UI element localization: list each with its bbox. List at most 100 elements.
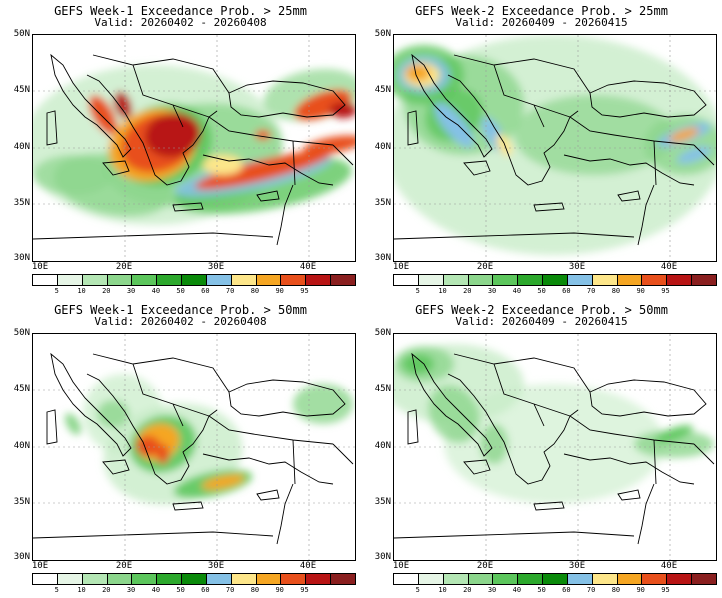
colorbar-tick-label: 80 <box>250 586 260 594</box>
probability-field <box>394 334 716 560</box>
colorbar-tick-label: 50 <box>537 287 546 295</box>
colorbar-tick-label: 20 <box>463 287 472 295</box>
longitude-label: 10E <box>392 561 410 571</box>
probability-contour <box>402 354 434 374</box>
colorbar-tick-label: 20 <box>102 287 111 295</box>
coastline-border <box>33 483 294 545</box>
colorbar-tick-label: 40 <box>512 287 522 295</box>
probability-contour <box>294 89 352 121</box>
colorbar-swatch <box>57 275 83 285</box>
latitude-label: 50N <box>374 29 391 39</box>
probability-contour <box>97 400 129 428</box>
colorbar-swatch <box>206 275 232 285</box>
longitude-label: 30E <box>568 262 586 272</box>
colorbar-swatch <box>281 574 307 584</box>
colorbar-swatch <box>543 275 568 285</box>
colorbar-swatch <box>394 574 419 584</box>
colorbar-swatch <box>331 275 355 285</box>
latitude-label: 40N <box>374 142 391 152</box>
map-panel: GEFS Week-1 Exceedance Prob. > 25mm Valid… <box>0 0 361 299</box>
latitude-label: 35N <box>374 198 391 208</box>
longitude-label: 30E <box>207 561 225 571</box>
coastline-border <box>202 154 334 186</box>
probability-contour <box>428 385 480 443</box>
colorbar-tick-label: 30 <box>126 287 136 295</box>
colorbar-swatch <box>256 275 282 285</box>
colorbar-tick-label: 95 <box>300 586 309 594</box>
colorbar-swatch <box>567 275 593 285</box>
colorbar-swatch <box>57 574 83 584</box>
colorbar-swatch <box>132 574 158 584</box>
colorbar-tick-label: 5 <box>415 287 420 295</box>
latitude-label: 30N <box>374 253 391 263</box>
probability-contour <box>114 91 132 119</box>
colorbar-swatch <box>567 574 593 584</box>
latitude-label: 30N <box>374 552 391 562</box>
colorbar-swatch <box>182 574 207 584</box>
probability-contour <box>255 130 271 140</box>
coastline-border <box>172 501 204 511</box>
coastline-border <box>46 409 58 445</box>
longitude-label: 10E <box>392 262 410 272</box>
colorbar-swatch <box>206 574 232 584</box>
coastline-border <box>228 379 346 417</box>
colorbar-tick-label: 60 <box>562 287 571 295</box>
longitude-label: 40E <box>660 262 678 272</box>
colorbar-swatch <box>518 574 544 584</box>
colorbar-swatch <box>592 275 618 285</box>
coastline-border <box>447 74 579 186</box>
colorbar-swatch <box>642 275 668 285</box>
coastline-border <box>256 489 280 501</box>
probability-contour <box>195 150 331 190</box>
coastline-border <box>589 80 707 118</box>
colorbar-tick-label: 5 <box>54 586 59 594</box>
colorbar-swatch <box>231 574 257 584</box>
coastline-border <box>563 453 695 485</box>
colorbar <box>32 573 356 585</box>
coastline-border <box>394 483 655 545</box>
colorbar-tick-label: 95 <box>661 586 670 594</box>
colorbar-swatch <box>667 574 693 584</box>
coastline-border <box>92 353 354 485</box>
longitude-label: 30E <box>207 262 225 272</box>
latitude-label: 35N <box>13 198 30 208</box>
coastline-border <box>202 453 334 485</box>
longitude-label: 40E <box>299 262 317 272</box>
colorbar-tick-label: 20 <box>102 586 111 594</box>
latitude-label: 35N <box>374 497 391 507</box>
colorbar-tick-label: 90 <box>636 586 645 594</box>
probability-contour <box>676 146 712 164</box>
colorbar-tick-label: 5 <box>54 287 59 295</box>
colorbar-tick-label: 40 <box>151 586 161 594</box>
latitude-label: 50N <box>13 29 30 39</box>
panel-valid-dates: Valid: 20260409 - 20260415 <box>455 315 628 328</box>
colorbar-tick-label: 5 <box>415 586 420 594</box>
colorbar-swatch <box>543 574 568 584</box>
latitude-label: 45N <box>374 85 391 95</box>
colorbar-tick-label: 30 <box>487 287 497 295</box>
colorbar-tick-label: 60 <box>562 586 571 594</box>
colorbar-tick-label: 90 <box>275 586 284 594</box>
latitude-label: 45N <box>13 85 30 95</box>
colorbar-swatch <box>642 574 668 584</box>
latitude-label: 40N <box>374 441 391 451</box>
colorbar-tick-label: 90 <box>636 287 645 295</box>
colorbar-swatch <box>182 275 207 285</box>
probability-contour <box>203 155 243 175</box>
colorbar-swatch <box>493 275 519 285</box>
colorbar-swatch <box>617 275 643 285</box>
longitude-label: 20E <box>476 561 494 571</box>
colorbar-tick-label: 80 <box>611 287 621 295</box>
colorbar-swatch <box>418 574 444 584</box>
coastline-border <box>447 373 579 485</box>
coastline-border <box>411 53 493 158</box>
colorbar <box>393 274 717 286</box>
colorbar-swatch <box>667 275 693 285</box>
colorbar-swatch <box>33 574 58 584</box>
coastline-border <box>228 80 346 118</box>
colorbar-tick-label: 70 <box>586 287 596 295</box>
colorbar-swatch <box>692 275 716 285</box>
coastline-border <box>533 501 565 511</box>
colorbar-swatch <box>443 275 469 285</box>
panel-title: GEFS Week-1 Exceedance Prob. > 25mm <box>54 4 307 18</box>
